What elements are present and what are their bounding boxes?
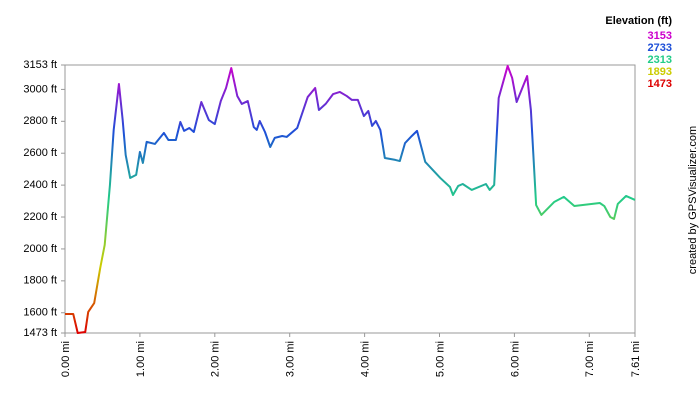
y-tick-label: 3000 ft (23, 83, 57, 95)
y-tick-label: 3153 ft (23, 59, 57, 71)
y-tick-label: 1473 ft (23, 327, 57, 339)
legend-value: 2313 (648, 54, 672, 66)
y-tick-label: 2200 ft (23, 211, 57, 223)
legend-title: Elevation (ft) (605, 15, 672, 27)
y-tick-label: 2000 ft (23, 243, 57, 255)
x-tick-label: 7.61 mi (630, 341, 642, 377)
x-tick-label: 2.00 mi (210, 341, 222, 377)
x-tick-label: 1.00 mi (135, 341, 147, 377)
legend-value: 1473 (648, 78, 672, 90)
y-tick-label: 2400 ft (23, 179, 57, 191)
legend-value: 3153 (648, 30, 672, 42)
x-tick-label: 4.00 mi (360, 341, 372, 377)
elevation-line (65, 64, 636, 334)
y-tick-label: 2600 ft (23, 147, 57, 159)
y-tick-label: 1800 ft (23, 275, 57, 287)
legend-value: 1893 (648, 66, 672, 78)
y-tick-label: 1600 ft (23, 307, 57, 319)
x-tick-label: 7.00 mi (584, 341, 596, 377)
x-tick-label: 5.00 mi (434, 341, 446, 377)
y-tick-label: 2800 ft (23, 115, 57, 127)
legend-value: 2733 (648, 42, 672, 54)
x-tick-label: 3.00 mi (285, 341, 297, 377)
x-tick-label: 0.00 mi (60, 341, 72, 377)
x-tick-label: 6.00 mi (509, 341, 521, 377)
credit: created by GPSVisualizer.com (687, 126, 699, 274)
plot-frame (64, 64, 636, 334)
